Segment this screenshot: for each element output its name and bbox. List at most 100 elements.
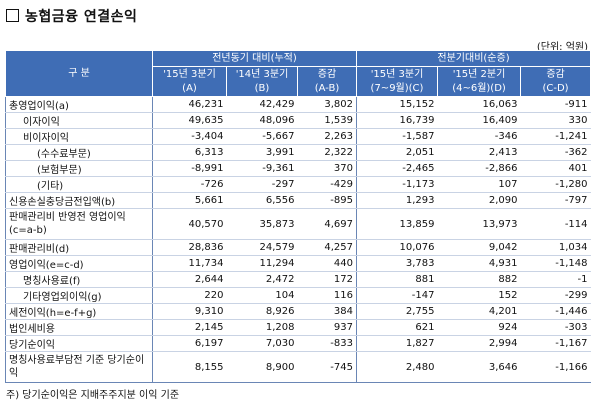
row-value: -911 (520, 96, 591, 113)
row-value: 152 (437, 287, 521, 304)
row-value: 330 (520, 112, 591, 129)
row-value: 2,994 (437, 335, 521, 352)
row-value: 4,257 (297, 239, 357, 256)
row-value: 10,076 (356, 239, 438, 256)
row-value: 937 (297, 319, 357, 336)
table-row: 신용손실충당금전입액(b) 5,661 6,556 -895 1,293 2,090 -79… (5, 192, 591, 209)
row-value: -1,167 (520, 335, 591, 352)
row-value: -1,280 (520, 176, 591, 193)
row-label: (기타) (5, 176, 153, 193)
row-label: 기타영업외이익(g) (5, 287, 153, 304)
row-value: -303 (520, 319, 591, 336)
row-value: 11,294 (226, 255, 298, 272)
row-value: -5,667 (226, 128, 298, 145)
header-col-4: '15년 3분기 (356, 66, 438, 82)
header-col-6: 증감 (519, 66, 592, 82)
header-col-4-sub: (7~9월)(C) (356, 81, 438, 97)
row-label: (보험부문) (5, 160, 153, 177)
row-label: 세전이익(h=e-f+g) (5, 303, 153, 320)
row-label: 총영업이익(a) (5, 96, 153, 113)
row-value: -833 (297, 335, 357, 352)
row-label: 법인세비용 (5, 319, 153, 336)
row-value: 384 (297, 303, 357, 320)
row-value: 2,090 (437, 192, 521, 209)
row-value: 2,755 (356, 303, 438, 320)
row-value: -797 (520, 192, 591, 209)
unit-label: (단위: 억원) (536, 42, 588, 53)
header-category: 구 분 (5, 50, 153, 97)
row-value: -429 (297, 176, 357, 193)
row-value: 7,030 (226, 335, 298, 352)
row-value: 35,873 (226, 208, 298, 240)
row-value: 107 (437, 176, 521, 193)
row-value: 6,556 (226, 192, 298, 209)
header-col-3-sub: (A-B) (297, 81, 357, 97)
table-row: 명칭사용료(f) 2,644 2,472 172 881 882 -1 (5, 271, 591, 288)
row-value: 924 (437, 319, 521, 336)
header-col-5-sub: (4~6월)(D) (437, 81, 521, 97)
table-row: (보험부문) -8,991 -9,361 370 -2,465 -2,866 401 (5, 160, 591, 177)
row-value: 1,208 (226, 319, 298, 336)
row-value: 49,635 (152, 112, 227, 129)
row-value: -2,866 (437, 160, 521, 177)
row-value: 104 (226, 287, 298, 304)
row-value: 28,836 (152, 239, 227, 256)
table-row: 이자이익 49,635 48,096 1,539 16,739 16,409 330 (5, 112, 591, 129)
header-col-2: '14년 3분기 (226, 66, 298, 82)
row-value: -1,148 (520, 255, 591, 272)
row-value: 2,322 (297, 144, 357, 161)
row-value: 116 (297, 287, 357, 304)
header-col-3: 증감 (297, 66, 357, 82)
row-value: -9,361 (226, 160, 298, 177)
table-row: 판매관리비(d) 28,836 24,579 4,257 10,076 9,042 1,03… (5, 239, 591, 256)
row-value: 3,646 (437, 351, 521, 383)
row-value: 11,734 (152, 255, 227, 272)
row-value: 2,263 (297, 128, 357, 145)
header-group-yoy: 전년동기 대비(누적) (152, 49, 357, 68)
row-label: 판매관리비 반영전 영업이익(c=a-b) (5, 208, 153, 240)
row-value: 4,201 (437, 303, 521, 320)
row-value: -2,465 (356, 160, 438, 177)
row-value: 882 (437, 271, 521, 288)
row-value: 8,900 (226, 351, 298, 383)
row-value: 881 (356, 271, 438, 288)
row-label: 명칭사용료(f) (5, 271, 153, 288)
row-value: 16,739 (356, 112, 438, 129)
row-value: 6,313 (152, 144, 227, 161)
table-row: 총영업이익(a) 46,231 42,429 3,802 15,152 16,063 -91… (5, 96, 591, 113)
table-body: 총영업이익(a) 46,231 42,429 3,802 15,152 16,063 -91… (5, 96, 591, 383)
row-label: 신용손실충당금전입액(b) (5, 192, 153, 209)
row-value: 9,310 (152, 303, 227, 320)
row-value: 46,231 (152, 96, 227, 113)
row-value: -745 (297, 351, 357, 383)
row-value: 2,413 (437, 144, 521, 161)
row-value: -3,404 (152, 128, 227, 145)
row-value: 5,661 (152, 192, 227, 209)
row-value: 2,480 (356, 351, 438, 383)
row-value: 3,802 (297, 96, 357, 113)
row-value: 440 (297, 255, 357, 272)
checkbox-square-icon (6, 9, 19, 22)
income-statement-table: 구 분 전년동기 대비(누적) 전분기대비(순증) '15년 3분기 '14년 … (5, 49, 592, 383)
row-value: 1,539 (297, 112, 357, 129)
row-value: 13,973 (437, 208, 521, 240)
row-value: 13,859 (356, 208, 438, 240)
row-value: 621 (356, 319, 438, 336)
table-row: 법인세비용 2,145 1,208 937 621 924 -303 (5, 319, 591, 336)
header-group-qoq: 전분기대비(순증) (355, 49, 592, 68)
table-row: 명칭사용료부담전 기준 당기순이익 8,155 8,900 -745 2,480 3,64… (5, 351, 591, 383)
table-title: 농협금융 연결손익 (6, 6, 137, 26)
row-value: -1,446 (520, 303, 591, 320)
row-label: 판매관리비(d) (5, 239, 153, 256)
row-value: 3,991 (226, 144, 298, 161)
row-value: -362 (520, 144, 591, 161)
row-value: 15,152 (356, 96, 438, 113)
header-col-5: '15년 2분기 (437, 66, 521, 82)
row-value: 8,155 (152, 351, 227, 383)
row-label: 당기순이익 (5, 335, 153, 352)
table-row: 세전이익(h=e-f+g) 9,310 8,926 384 2,755 4,201 -1,4… (5, 303, 591, 320)
row-value: 4,931 (437, 255, 521, 272)
row-value: 42,429 (226, 96, 298, 113)
footnote: 주) 당기순이익은 지배주주지분 이익 기준 (6, 390, 180, 401)
table-row: 비이자이익 -3,404 -5,667 2,263 -1,587 -346 -1,241 (5, 128, 591, 145)
